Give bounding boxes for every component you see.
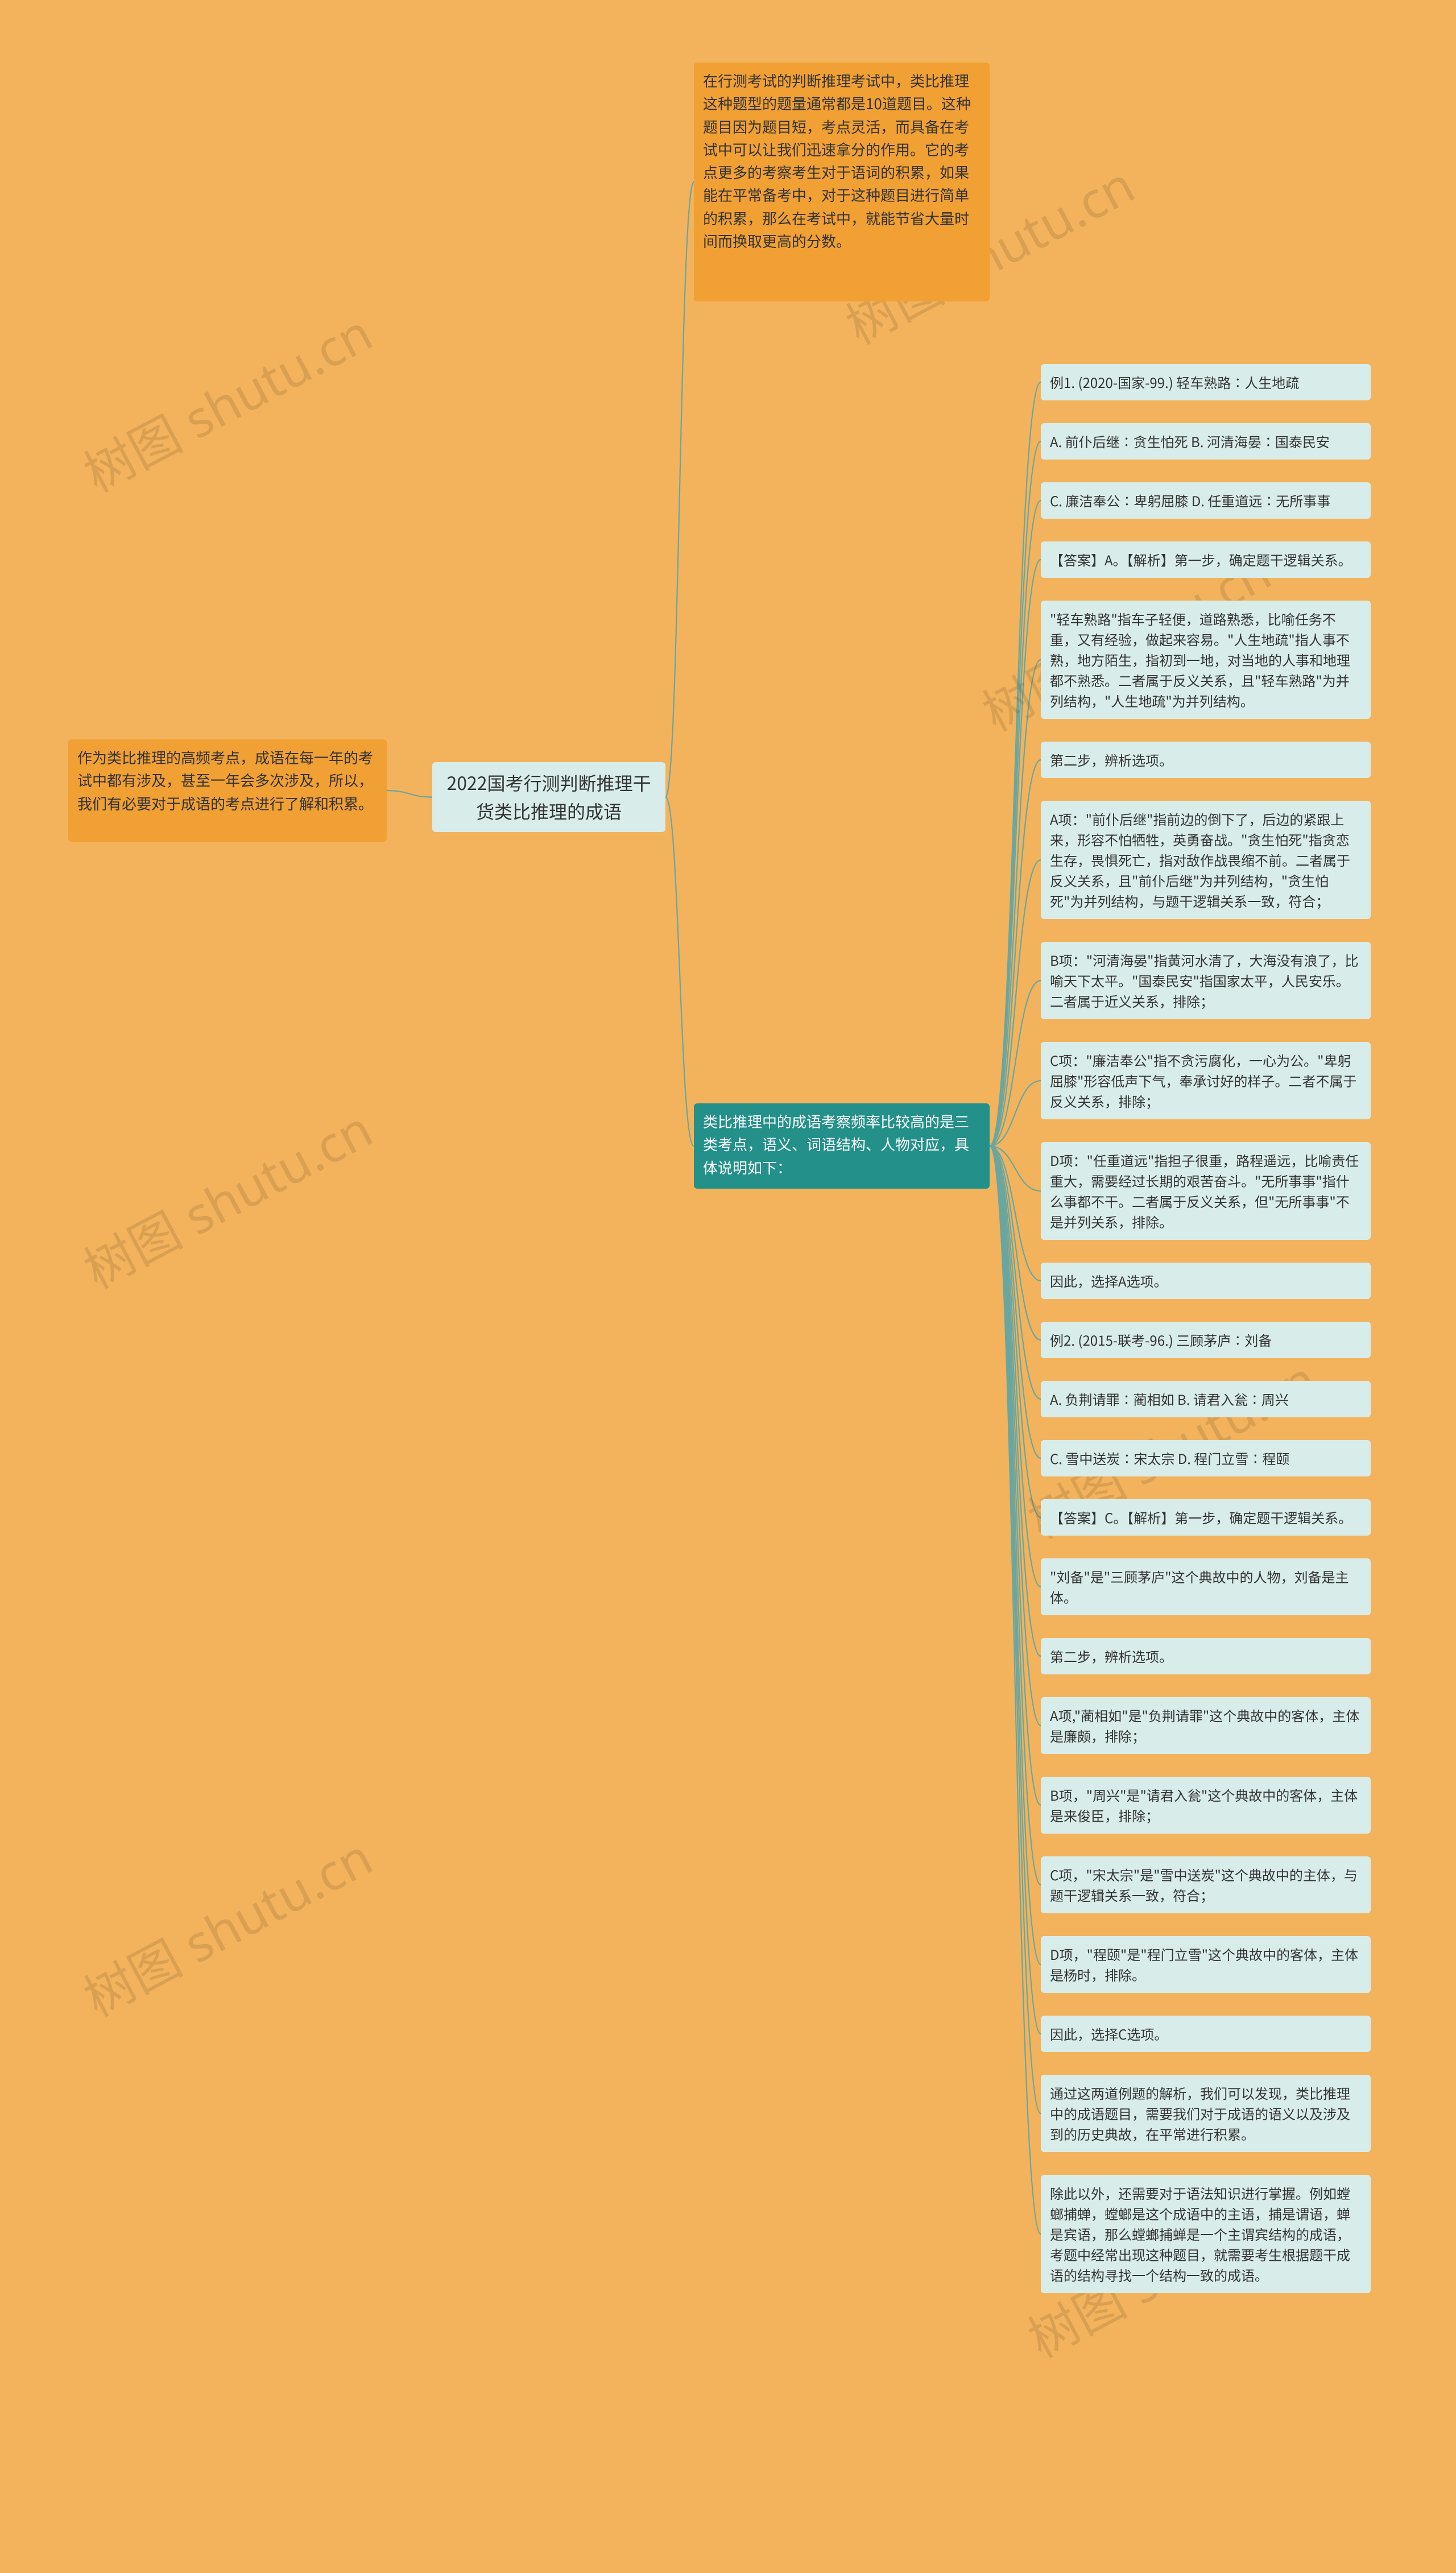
connector: [990, 1146, 1041, 1340]
connector: [990, 860, 1041, 1146]
connector: [990, 1146, 1041, 1191]
connector: [990, 1146, 1041, 1726]
watermark: 树图 shutu.cn: [70, 1818, 383, 2030]
leaf-l10: D项："任重道远"指担子很重，路程遥远，比喻责任重大，需要经过长期的艰苦奋斗。"…: [1041, 1142, 1371, 1240]
leaf-l11: 因此，选择A选项。: [1041, 1263, 1371, 1299]
connector: [990, 500, 1041, 1146]
root-node: 2022国考行测判断推理干货类比推理的成语: [432, 762, 665, 832]
connector: [990, 1146, 1041, 1281]
watermark: 树图 shutu.cn: [70, 294, 383, 506]
leaf-l6: 第二步，辨析选项。: [1041, 742, 1371, 778]
connector: [990, 1146, 1041, 1587]
connector: [990, 1146, 1041, 2034]
connector: [990, 1146, 1041, 2234]
connector: [990, 560, 1041, 1146]
connector: [990, 1146, 1041, 1885]
connector: [387, 791, 432, 797]
leaf-l24: 除此以外，还需要对于语法知识进行掌握。例如螳螂捕蝉，螳螂是这个成语中的主语，捕是…: [1041, 2175, 1371, 2293]
leaf-l4: 【答案】A。【解析】第一步，确定题干逻辑关系。: [1041, 541, 1371, 578]
connector: [990, 1146, 1041, 1458]
leaf-l5: "轻车熟路"指车子轻便，道路熟悉，比喻任务不重，又有经验，做起来容易。"人生地疏…: [1041, 601, 1371, 719]
leaf-l3: C. 廉洁奉公∶卑躬屈膝 D. 任重道远∶无所事事: [1041, 482, 1371, 519]
leaf-l7: A项："前仆后继"指前边的倒下了，后边的紧跟上来，形容不怕牺牲，英勇奋战。"贪生…: [1041, 801, 1371, 919]
connector: [990, 1146, 1041, 1399]
leaf-l21: D项，"程颐"是"程门立雪"这个典故中的客体，主体是杨时，排除。: [1041, 1936, 1371, 1993]
leaf-l13: A. 负荆请罪∶蔺相如 B. 请君入瓮∶周兴: [1041, 1381, 1371, 1417]
connector: [990, 1146, 1041, 1805]
leaf-l18: A项,"蔺相如"是"负荆请罪"这个典故中的客体，主体是廉颇，排除；: [1041, 1697, 1371, 1754]
branch-b2: 类比推理中的成语考察频率比较高的是三类考点，语义、词语结构、人物对应，具体说明如…: [694, 1103, 990, 1189]
watermark: 树图 shutu.cn: [70, 1090, 383, 1302]
leaf-l17: 第二步，辨析选项。: [1041, 1638, 1371, 1674]
leaf-l19: B项，"周兴"是"请君入瓮"这个典故中的客体，主体是来俊臣，排除；: [1041, 1777, 1371, 1834]
connector: [990, 760, 1041, 1146]
left-note: 作为类比推理的高频考点，成语在每一年的考试中都有涉及，甚至一年会多次涉及，所以，…: [68, 739, 387, 842]
connector: [990, 1146, 1041, 2113]
leaf-l8: B项："河清海晏"指黄河水清了，大海没有浪了，比喻天下太平。"国泰民安"指国家太…: [1041, 942, 1371, 1019]
connector: [990, 981, 1041, 1146]
connector: [665, 182, 694, 797]
connector: [665, 797, 694, 1147]
leaf-l16: "刘备"是"三顾茅庐"这个典故中的人物，刘备是主体。: [1041, 1558, 1371, 1615]
leaf-l20: C项，"宋太宗"是"雪中送炭"这个典故中的主体，与题干逻辑关系一致，符合；: [1041, 1856, 1371, 1913]
connector: [990, 441, 1041, 1146]
leaf-l1: 例1. (2020-国家-99.) 轻车熟路∶人生地疏: [1041, 364, 1371, 400]
leaf-l2: A. 前仆后继∶贪生怕死 B. 河清海晏∶国泰民安: [1041, 423, 1371, 460]
leaf-l14: C. 雪中送炭∶宋太宗 D. 程门立雪∶程颐: [1041, 1440, 1371, 1476]
connector: [990, 1081, 1041, 1146]
mindmap-canvas: 树图 shutu.cn树图 shutu.cn树图 shutu.cn树图 shut…: [0, 0, 1456, 2573]
connector: [990, 382, 1041, 1146]
connector: [990, 1146, 1041, 1517]
leaf-l15: 【答案】C。【解析】第一步，确定题干逻辑关系。: [1041, 1499, 1371, 1536]
leaf-l12: 例2. (2015-联考-96.) 三顾茅庐∶刘备: [1041, 1322, 1371, 1358]
leaf-l23: 通过这两道例题的解析，我们可以发现，类比推理中的成语题目，需要我们对于成语的语义…: [1041, 2075, 1371, 2152]
branch-b1: 在行测考试的判断推理考试中，类比推理这种题型的题量通常都是10道题目。这种题目因…: [694, 63, 990, 301]
connector: [990, 1146, 1041, 1656]
connector: [990, 660, 1041, 1146]
leaf-l22: 因此，选择C选项。: [1041, 2016, 1371, 2052]
connector: [990, 1146, 1041, 1964]
leaf-l9: C项："廉洁奉公"指不贪污腐化，一心为公。"卑躬屈膝"形容低声下气，奉承讨好的样…: [1041, 1042, 1371, 1119]
